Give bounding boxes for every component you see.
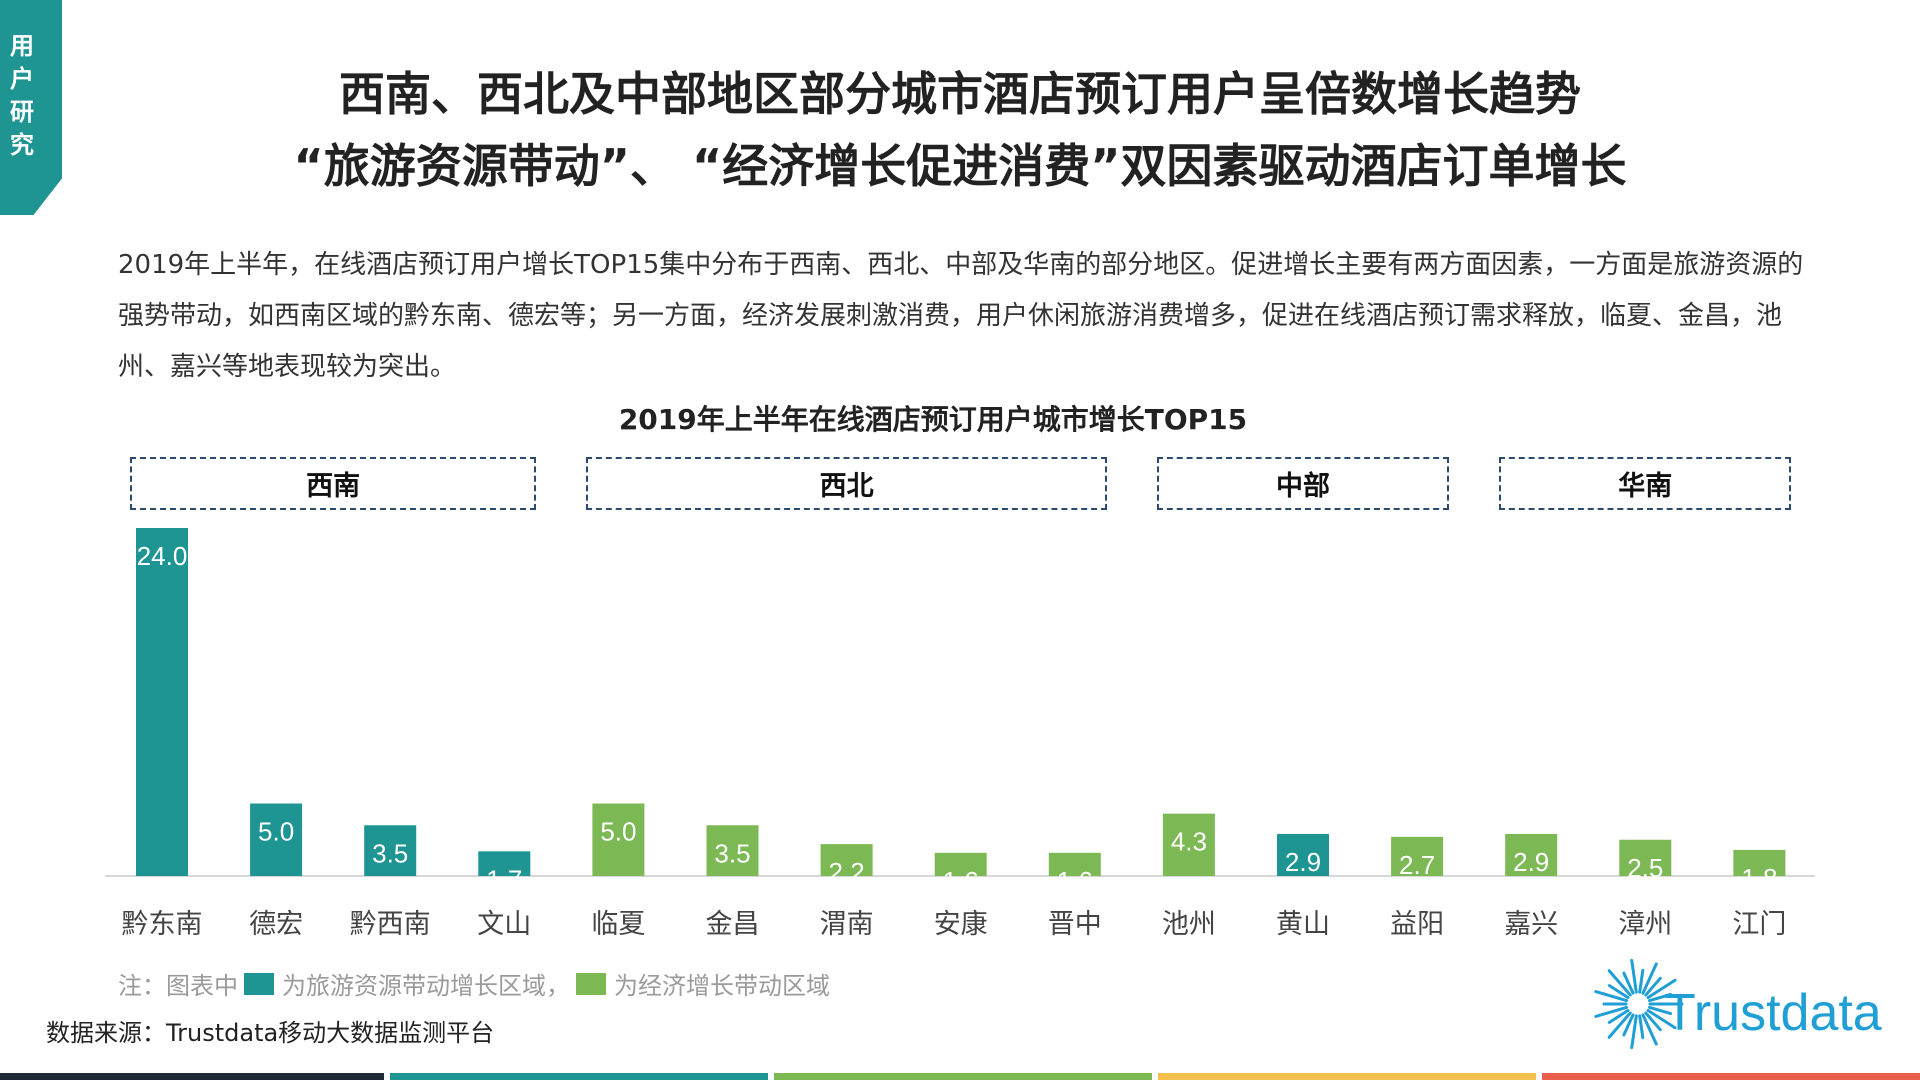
bar-黔西南 <box>364 825 417 876</box>
section-tab <box>0 0 62 215</box>
trustdata-logo: Trustdata <box>1594 958 1882 1050</box>
bar-渭南 <box>820 844 873 876</box>
bar-value-label: 1.8 <box>1741 863 1777 893</box>
bottom-bar-segment <box>390 1073 768 1080</box>
logo-ray <box>1638 968 1645 994</box>
bar-黄山 <box>1277 833 1329 876</box>
category-label: 德宏 <box>249 909 303 940</box>
bar-value-label: 3.5 <box>714 838 750 868</box>
bar-晋中 <box>1048 852 1101 876</box>
page-title-line-1: 西南、西北及中部地区部分城市酒店预订用户呈倍数增长趋势 <box>339 67 1581 121</box>
logo-ray <box>1622 1013 1635 1037</box>
bar-value-label: 2.7 <box>1399 850 1435 880</box>
category-label: 渭南 <box>820 909 874 940</box>
category-label: 江门 <box>1732 909 1786 940</box>
bar-漳州 <box>1619 839 1672 876</box>
category-label: 文山 <box>477 909 531 940</box>
category-label: 嘉兴 <box>1504 909 1558 940</box>
bottom-bar-segment <box>774 1073 1152 1080</box>
logo-ray <box>1630 1014 1638 1050</box>
legend-economy-label: 为经济增长带动区域 <box>614 972 830 1000</box>
logo-ray <box>1646 978 1677 1000</box>
bar-德宏 <box>250 803 303 876</box>
bar-value-label: 2.2 <box>829 857 865 887</box>
logo-ray <box>1607 1011 1632 1039</box>
logo-ray <box>1594 1005 1628 1018</box>
bottom-bar-segment <box>0 1073 384 1080</box>
category-label: 黔西南 <box>350 909 431 940</box>
bar-黔东南 <box>136 528 188 876</box>
category-label: 益阳 <box>1390 909 1444 940</box>
bar-临夏 <box>592 803 645 876</box>
bar-嘉兴 <box>1505 833 1558 876</box>
legend-prefix: 注：图表中 <box>118 972 238 1000</box>
category-label: 临夏 <box>591 909 645 940</box>
legend-swatch-economy <box>576 972 606 995</box>
logo-ray <box>1644 976 1662 997</box>
category-label: 金昌 <box>706 909 760 940</box>
bar-value-label: 1.7 <box>486 864 522 894</box>
bar-安康 <box>934 852 987 876</box>
legend-tourism-label: 为旅游资源带动增长区域， <box>282 972 570 1000</box>
legend-swatch-tourism <box>244 972 274 995</box>
logo-ray <box>1607 984 1630 1000</box>
category-label: 池州 <box>1162 909 1216 940</box>
bar-value-label: 1.6 <box>1057 866 1093 896</box>
chart-legend: 注：图表中 为旅游资源带动增长区域， 为经济增长带动区域 <box>118 966 830 1001</box>
intro-paragraph: 2019年上半年，在线酒店预订用户增长TOP15集中分布于西南、西北、中部及华南… <box>118 250 1804 382</box>
page-title-line-2: “旅游资源带动”、 “经济增长促进消费”双因素驱动酒店订单增长 <box>293 139 1627 193</box>
bar-金昌 <box>706 825 759 876</box>
logo-ray <box>1648 1005 1673 1016</box>
bar-益阳 <box>1391 836 1444 876</box>
section-tab-label: 用户研究 <box>10 32 34 159</box>
logo-ray <box>1607 969 1632 997</box>
bar-value-label: 2.9 <box>1285 847 1321 877</box>
region-box-中部: 中部 <box>1156 457 1450 510</box>
logo-ray <box>1594 990 1628 1003</box>
bar-文山 <box>478 851 531 876</box>
category-label: 漳州 <box>1618 909 1672 940</box>
bar-池州 <box>1162 813 1215 876</box>
region-box-西北: 西北 <box>586 457 1107 510</box>
logo-ray <box>1630 958 1638 994</box>
logo-ray <box>1648 992 1673 1003</box>
logo-ray <box>1622 971 1635 995</box>
category-label: 黄山 <box>1276 909 1330 940</box>
bar-江门 <box>1733 849 1786 876</box>
bar-value-label: 5.0 <box>600 817 636 847</box>
bottom-bar-segment <box>1542 1073 1920 1080</box>
category-label: 晋中 <box>1048 909 1102 940</box>
logo-ray <box>1607 1008 1630 1024</box>
logo-ray <box>1646 1008 1677 1030</box>
bar-value-label: 4.3 <box>1171 827 1207 857</box>
chart-title: 2019年上半年在线酒店预订用户城市增长TOP15 <box>618 403 1248 436</box>
region-box-西南: 西南 <box>130 457 537 510</box>
bar-value-label: 24.0 <box>137 541 188 571</box>
bar-chart: 24.0 黔东南 5.0 德宏 3.5 黔西南 1.7 文山 5.0 临夏 3.5 金昌 2.2 渭南 1.… <box>105 528 1815 940</box>
bar-value-label: 5.0 <box>258 817 294 847</box>
logo-ray <box>1638 1014 1645 1040</box>
category-label: 黔东南 <box>122 909 203 940</box>
logo-text: Trustdata <box>1664 984 1882 1042</box>
bar-value-label: 2.5 <box>1627 853 1663 883</box>
logo-ray <box>1644 1011 1662 1032</box>
bottom-bar-segment <box>1158 1073 1536 1080</box>
data-source: 数据来源：Trustdata移动大数据监测平台 <box>46 1019 495 1047</box>
bar-value-label: 3.5 <box>372 838 408 868</box>
logo-burst-icon <box>1594 958 1684 1050</box>
bar-value-label: 2.9 <box>1513 847 1549 877</box>
category-label: 安康 <box>934 909 988 940</box>
bar-value-label: 1.6 <box>943 866 979 896</box>
logo-ray <box>1641 962 1658 995</box>
region-box-华南: 华南 <box>1499 457 1792 510</box>
logo-ray <box>1641 1013 1658 1046</box>
